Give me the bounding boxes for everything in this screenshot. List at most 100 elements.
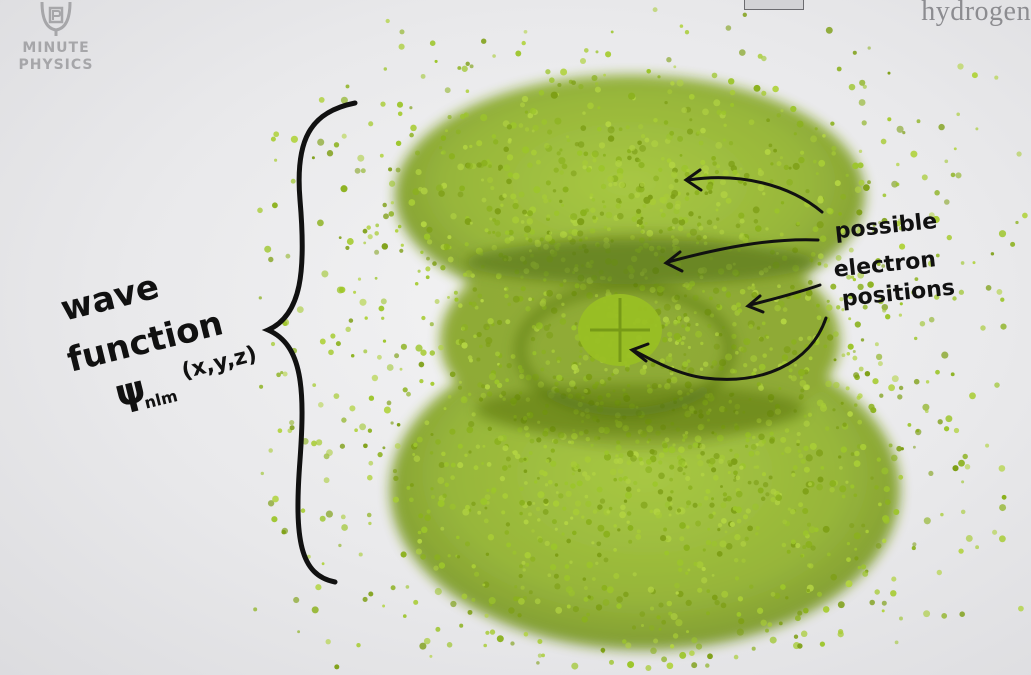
electron-dot <box>497 435 504 442</box>
electron-dot <box>297 630 301 634</box>
electron-dot <box>674 203 681 210</box>
electron-dot <box>826 334 834 341</box>
electron-dot <box>468 420 475 428</box>
electron-dot <box>591 74 598 82</box>
electron-dot <box>672 226 675 230</box>
electron-dot <box>668 161 676 169</box>
electron-dot <box>362 596 368 602</box>
electron-dot <box>471 597 476 602</box>
electron-dot <box>881 217 888 224</box>
electron-dot <box>833 331 839 337</box>
arrow-core-head <box>628 342 650 363</box>
electron-dot <box>547 129 553 135</box>
electron-dot <box>613 572 620 580</box>
electron-dot <box>447 115 452 120</box>
electron-dot <box>415 169 422 176</box>
electron-dot <box>725 542 733 550</box>
electron-dot <box>964 464 971 470</box>
electron-dot <box>561 313 566 318</box>
electron-dot <box>957 63 964 70</box>
electron-dot <box>758 385 764 391</box>
arrow-right-ring <box>748 283 822 307</box>
electron-dot <box>524 127 530 132</box>
electron-dot <box>830 573 837 581</box>
electron-dot <box>994 382 1000 388</box>
electron-dot <box>353 290 357 294</box>
electron-dot <box>792 162 800 170</box>
electron-dot <box>530 336 536 342</box>
electron-dot <box>776 161 782 167</box>
electron-dot <box>607 376 612 381</box>
electron-dot <box>354 428 358 433</box>
electron-dot <box>923 610 931 618</box>
electron-dot <box>650 362 656 368</box>
electron-dot <box>402 387 408 393</box>
electron-dot <box>902 131 906 135</box>
electron-dot <box>551 519 557 525</box>
electron-dot <box>707 527 711 531</box>
electron-dot <box>607 175 614 183</box>
electron-dot <box>789 508 796 515</box>
electron-dot <box>709 502 715 508</box>
electron-dot <box>595 604 603 611</box>
electron-dot <box>881 609 885 613</box>
arrow-right-ring-head <box>745 294 765 314</box>
electron-dot <box>858 99 866 106</box>
electron-dot <box>445 129 448 133</box>
electron-dot <box>884 499 891 505</box>
electron-dot <box>794 363 797 367</box>
electron-dot <box>338 236 342 240</box>
electron-dot <box>874 589 880 595</box>
electron-dot <box>846 542 851 546</box>
electron-dot <box>486 326 490 330</box>
electron-dot <box>817 261 822 266</box>
electron-dot <box>676 315 682 321</box>
electron-dot <box>941 351 949 359</box>
electron-dot <box>803 607 809 614</box>
electron-dot <box>420 349 427 356</box>
electron-dot <box>440 135 447 141</box>
electron-dot <box>570 461 578 468</box>
electron-dot <box>673 333 681 340</box>
electron-dot <box>502 193 507 198</box>
electron-dot <box>677 225 684 232</box>
electron-dot <box>711 497 714 501</box>
electron-dot <box>640 216 644 220</box>
electron-dot <box>584 456 592 463</box>
electron-dot <box>296 306 304 313</box>
electron-dot <box>831 151 836 156</box>
electron-dot <box>769 438 775 444</box>
electron-dot <box>671 376 678 383</box>
electron-dot <box>761 439 767 444</box>
electron-dot <box>946 234 952 241</box>
electron-dot <box>749 584 754 589</box>
electron-dot <box>315 584 322 591</box>
electron-dot <box>768 475 773 480</box>
electron-dot <box>854 321 861 328</box>
electron-dot <box>762 192 766 196</box>
electron-dot <box>537 518 541 522</box>
electron-dot <box>818 195 823 201</box>
electron-dot <box>800 554 804 558</box>
electron-dot <box>519 499 525 506</box>
electron-dot <box>716 551 723 557</box>
electron-dot <box>682 361 689 368</box>
electron-dot <box>796 431 801 437</box>
electron-dot <box>414 150 421 156</box>
electron-dot <box>959 611 965 617</box>
electron-dot <box>693 561 698 567</box>
electron-dot <box>833 381 840 389</box>
electron-dot <box>676 455 682 461</box>
electron-dot <box>578 362 582 366</box>
electron-dot <box>640 501 648 509</box>
electron-dot <box>315 439 323 446</box>
electron-dot <box>485 552 490 556</box>
electron-dot <box>257 207 263 214</box>
electron-dot <box>657 489 664 495</box>
electron-dot <box>492 54 496 58</box>
electron-dot <box>715 208 719 212</box>
electron-dot <box>484 506 488 510</box>
electron-dot <box>718 458 724 464</box>
electron-dot <box>753 219 759 224</box>
electron-dot <box>673 320 678 326</box>
